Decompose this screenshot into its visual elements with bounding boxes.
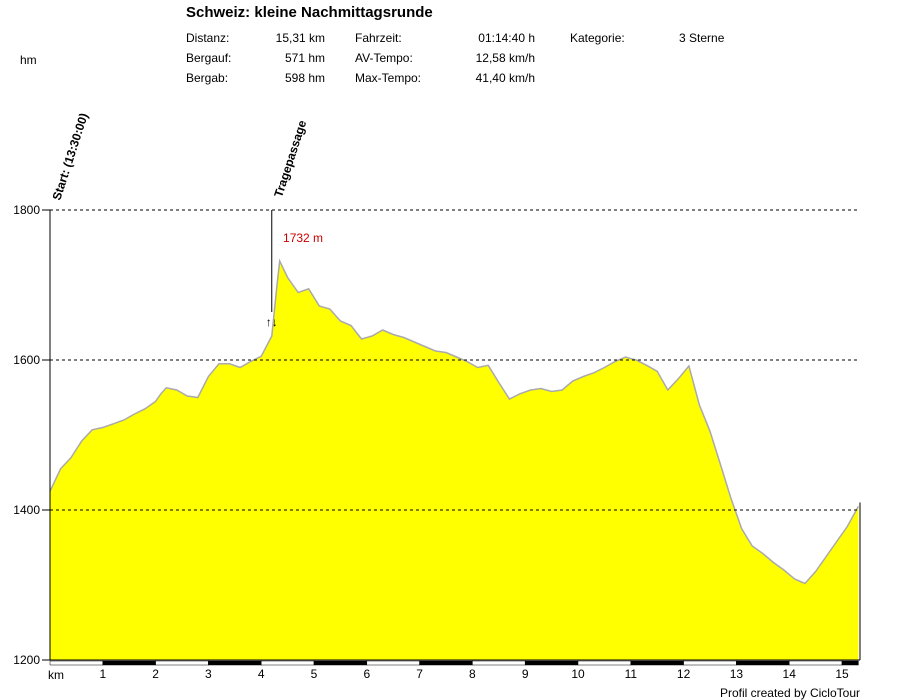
- stat-value-category: 3 Sterne: [679, 31, 725, 45]
- km-bar-segment-10: [524, 660, 579, 666]
- km-bar-segment-1: [49, 660, 104, 666]
- stat-label-descent: Bergab:: [186, 71, 229, 85]
- km-bar-segment-2: [102, 660, 156, 666]
- stat-value-max-speed: 41,40 km/h: [475, 71, 535, 85]
- y-tick-label-1400: 1400: [13, 503, 40, 517]
- max-elevation-label: 1732 m: [283, 231, 323, 245]
- km-bar-segment-13: [683, 660, 737, 666]
- x-tick-label-3: 3: [205, 667, 212, 681]
- x-tick-label-12: 12: [677, 667, 691, 681]
- x-tick-label-7: 7: [416, 667, 423, 681]
- y-tick-label-1600: 1600: [13, 353, 40, 367]
- y-tick-label-1800: 1800: [13, 203, 40, 217]
- tragepassage-marker-label: Tragepassage: [271, 118, 309, 199]
- x-tick-label-11: 11: [625, 667, 638, 681]
- km-bar-segment-9: [472, 660, 526, 666]
- stat-label-distance: Distanz:: [186, 31, 230, 45]
- km-bar-segment-7: [366, 660, 420, 666]
- x-tick-label-14: 14: [783, 667, 797, 681]
- footer-credit: Profil created by CicloTour: [719, 686, 860, 700]
- x-tick-label-1: 1: [99, 667, 106, 681]
- stat-value-ride-time: 01:14:40 h: [478, 31, 535, 45]
- y-tick-label-1200: 1200: [13, 653, 40, 667]
- x-tick-label-15: 15: [835, 667, 849, 681]
- stat-value-ascent: 571 hm: [284, 51, 325, 65]
- elevation-outline: [49, 258, 860, 585]
- x-tick-label-8: 8: [469, 667, 476, 681]
- x-tick-label-9: 9: [522, 667, 529, 681]
- km-bar-segment-12: [630, 660, 684, 666]
- km-bar-segment-8: [419, 660, 473, 666]
- elevation-area: [50, 261, 859, 660]
- y-axis-unit: hm: [20, 53, 37, 67]
- stat-value-distance: 15,31 km: [275, 31, 325, 45]
- x-tick-label-13: 13: [730, 667, 744, 681]
- x-tick-label-2: 2: [152, 667, 159, 681]
- km-bar-segment-11: [577, 660, 632, 666]
- km-bar-segment-4: [208, 660, 262, 666]
- x-tick-label-6: 6: [363, 667, 370, 681]
- x-tick-label-10: 10: [571, 667, 585, 681]
- stat-label-ascent: Bergauf:: [186, 51, 232, 65]
- km-bar-segment-6: [313, 660, 368, 666]
- carry-icon: ↑↓: [266, 315, 278, 329]
- x-axis-unit: km: [48, 668, 64, 682]
- km-bar-segment-5: [260, 660, 315, 666]
- start-marker-label: Start: (13:30:00): [50, 111, 91, 202]
- stat-value-descent: 598 hm: [284, 71, 325, 85]
- stat-label-avg-speed: AV-Tempo:: [355, 51, 413, 65]
- stat-value-avg-speed: 12,58 km/h: [475, 51, 535, 65]
- stat-label-ride-time: Fahrzeit:: [355, 31, 402, 45]
- km-bar-segment-15: [788, 660, 843, 666]
- km-bar-segment-14: [736, 660, 790, 666]
- stat-label-max-speed: Max-Tempo:: [355, 71, 422, 85]
- km-bar-segment-16: [841, 660, 859, 666]
- stat-label-category: Kategorie:: [570, 31, 625, 45]
- km-bar-segment-3: [155, 660, 209, 666]
- chart-title: Schweiz: kleine Nachmittagsrunde: [186, 4, 433, 21]
- x-tick-label-4: 4: [258, 667, 265, 681]
- x-tick-label-5: 5: [311, 667, 318, 681]
